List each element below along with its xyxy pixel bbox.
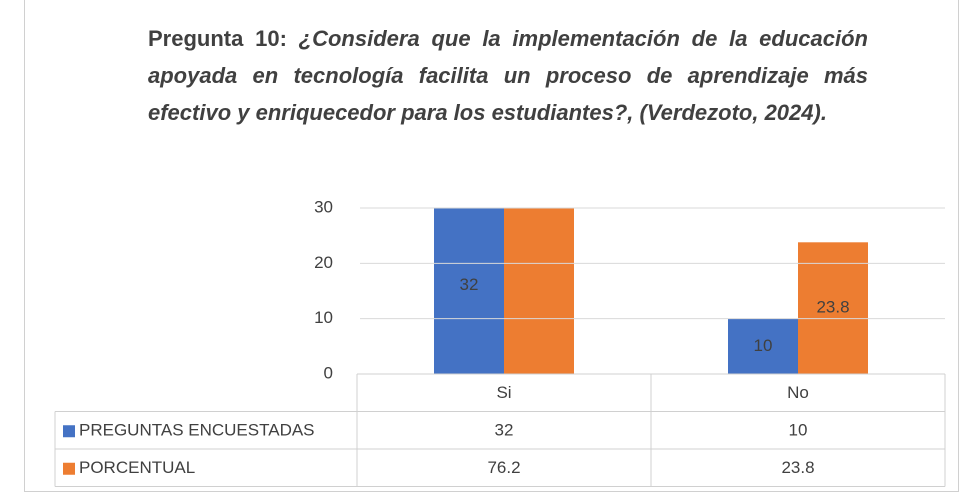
chart-title: Pregunta 10: ¿Considera que la implement…	[148, 20, 868, 131]
table-value: 32	[495, 421, 514, 440]
data-label: 32	[460, 275, 479, 294]
bar	[434, 208, 504, 374]
y-tick-label: 20	[314, 253, 333, 272]
legend-label: PREGUNTAS ENCUESTADAS	[79, 421, 315, 440]
data-label: 23.8	[816, 298, 849, 317]
bars	[434, 208, 868, 375]
title-label: Pregunta 10:	[148, 26, 287, 51]
table-value: 76.2	[487, 458, 520, 477]
table-value: 10	[789, 421, 808, 440]
legend-swatch	[63, 462, 75, 475]
bar	[728, 318, 798, 374]
table-value: 23.8	[781, 458, 814, 477]
bar	[798, 242, 868, 374]
y-tick-label: 0	[324, 363, 333, 382]
chart-frame	[24, 0, 959, 492]
x-tick-label: Si	[496, 383, 511, 402]
bar	[504, 208, 574, 375]
x-tick-label: No	[787, 383, 809, 402]
title-text: ¿Considera que la implementación de la e…	[148, 26, 868, 125]
legend-label: PORCENTUAL	[79, 458, 195, 477]
y-tick-label: 10	[314, 308, 333, 327]
data-label: 10	[754, 336, 773, 355]
legend-swatch	[63, 425, 75, 438]
y-tick-label: 30	[314, 197, 333, 216]
